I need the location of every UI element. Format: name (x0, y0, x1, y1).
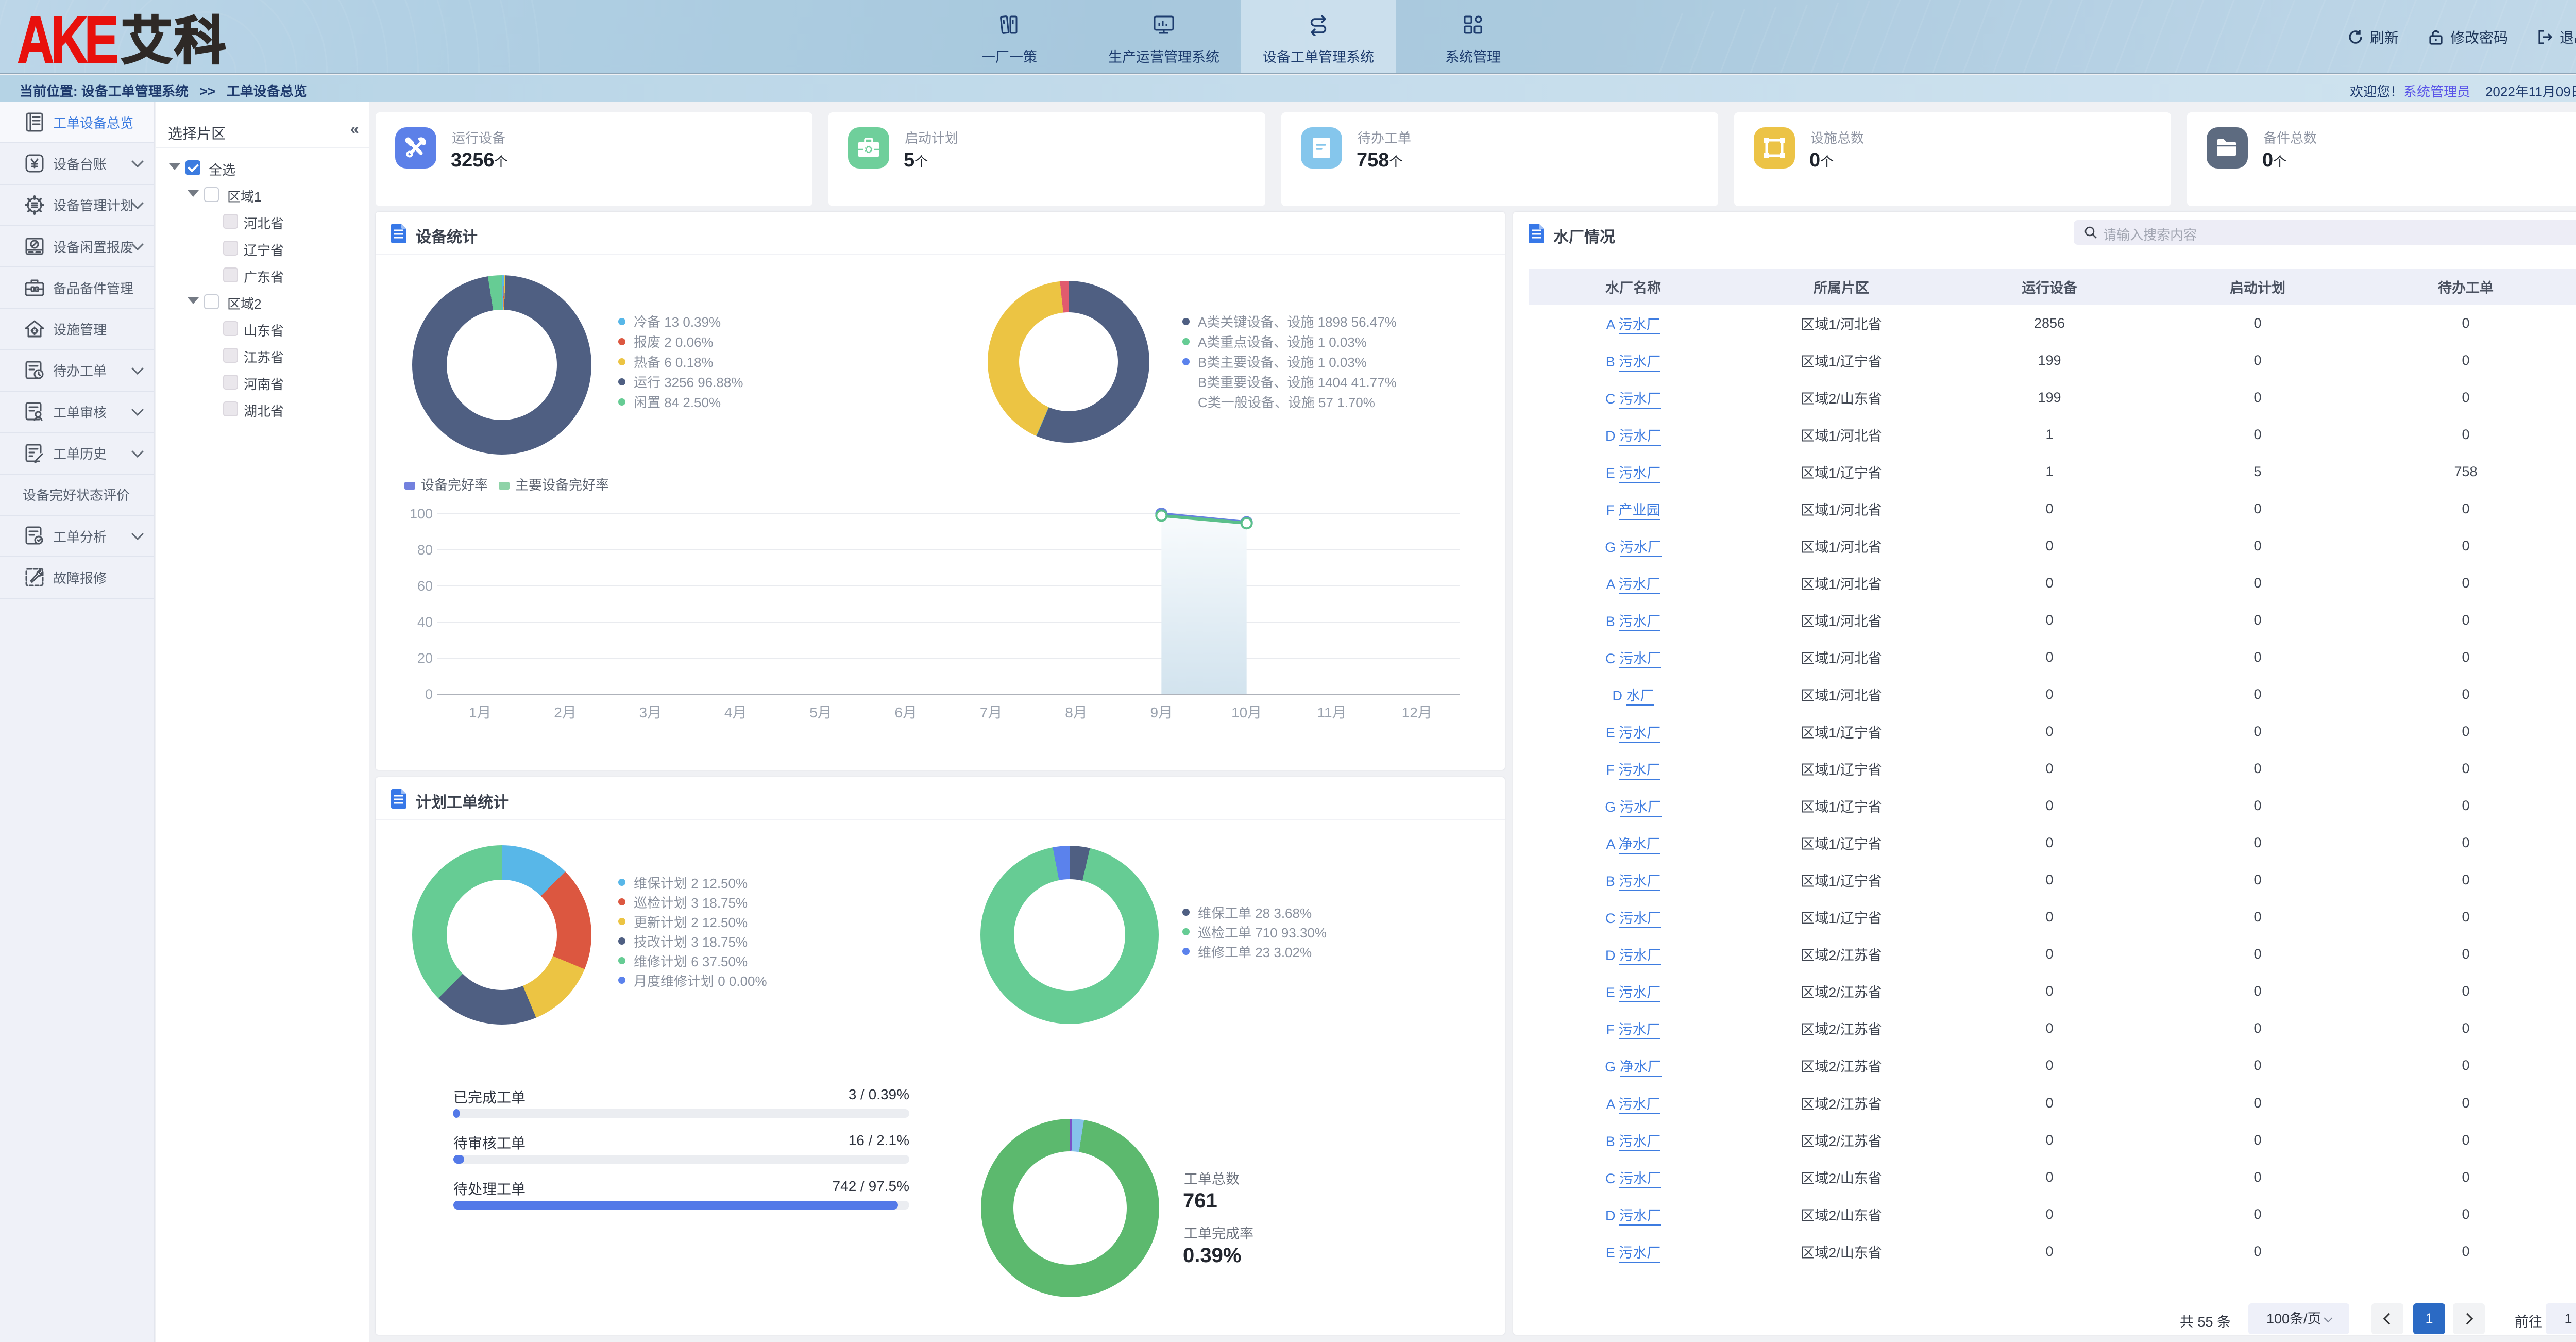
svg-text:设备完好率: 设备完好率 (421, 477, 488, 493)
svg-text:100: 100 (410, 506, 433, 522)
svg-text:主要设备完好率: 主要设备完好率 (515, 477, 609, 493)
svg-text:8月: 8月 (1065, 704, 1088, 720)
svg-text:6月: 6月 (895, 704, 918, 720)
svg-text:2月: 2月 (554, 704, 577, 720)
svg-text:12月: 12月 (1402, 704, 1432, 720)
svg-text:4月: 4月 (724, 704, 747, 720)
svg-text:5月: 5月 (809, 704, 832, 720)
svg-text:0: 0 (425, 686, 433, 702)
svg-text:3月: 3月 (639, 704, 662, 720)
svg-text:10月: 10月 (1231, 704, 1262, 720)
svg-text:7月: 7月 (980, 704, 1003, 720)
svg-text:11月: 11月 (1317, 704, 1346, 720)
svg-text:9月: 9月 (1150, 704, 1173, 720)
svg-text:40: 40 (417, 614, 433, 630)
svg-text:1月: 1月 (469, 704, 492, 720)
svg-text:20: 20 (417, 650, 433, 666)
svg-text:60: 60 (417, 578, 433, 594)
svg-text:80: 80 (417, 542, 433, 558)
